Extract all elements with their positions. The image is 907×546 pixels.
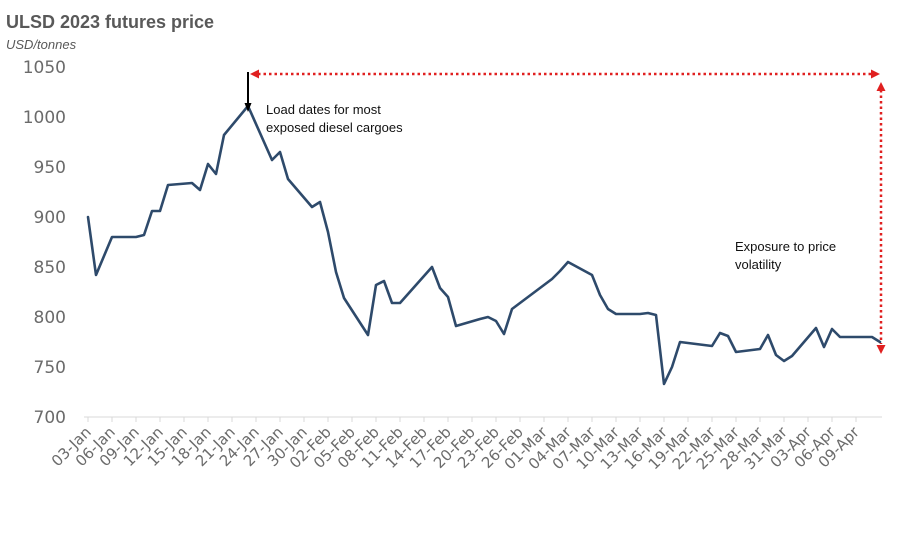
y-tick-label: 1000 xyxy=(23,108,66,128)
y-tick-label: 750 xyxy=(34,358,66,378)
chart-title: ULSD 2023 futures price xyxy=(6,12,215,32)
load-date-marker-arrowhead xyxy=(244,103,252,112)
exposure-annotation: volatility xyxy=(735,257,782,272)
y-tick-label: 700 xyxy=(34,408,66,428)
exposure-arrowhead-right xyxy=(871,69,880,79)
y-tick-label: 850 xyxy=(34,258,66,278)
exposure-arrowhead-up xyxy=(876,82,886,91)
y-tick-label: 1050 xyxy=(23,58,66,78)
load-dates-annotation: exposed diesel cargoes xyxy=(266,120,403,135)
y-tick-label: 800 xyxy=(34,308,66,328)
exposure-arrowhead-left xyxy=(250,69,259,79)
y-tick-label: 950 xyxy=(34,158,66,178)
load-dates-annotation: Load dates for most xyxy=(266,102,381,117)
y-tick-label: 900 xyxy=(34,208,66,228)
y-axis-unit: USD/tonnes xyxy=(6,37,77,52)
exposure-arrowhead-down xyxy=(876,345,886,354)
exposure-annotation: Exposure to price xyxy=(735,239,836,254)
